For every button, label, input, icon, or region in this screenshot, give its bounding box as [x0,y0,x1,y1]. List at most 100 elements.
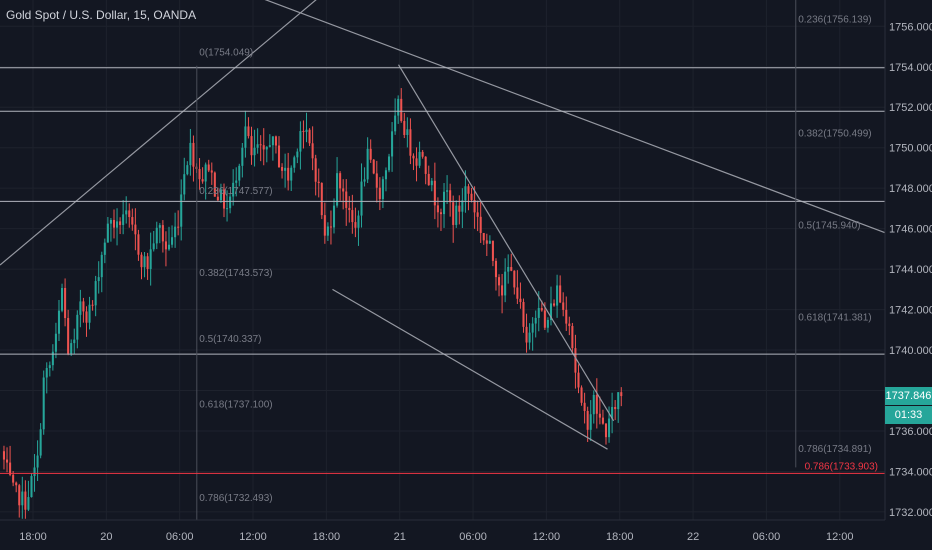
fib-labels: 0(1754.049) 0.236(1747.577) 0.382(1743.573… [199,14,871,504]
candle-body [140,254,143,268]
candle-body [204,164,207,182]
candle-body [568,323,571,327]
candle-body [229,196,232,209]
candle-body [565,309,568,324]
candle-body [326,226,329,236]
candle-body [9,462,12,475]
candle-body [476,212,479,217]
time-tick-label: 12:00 [239,531,267,543]
time-tick-label: 20 [100,531,112,543]
candle-body [177,226,180,228]
candle-body [595,394,598,414]
fib-level-label: 0.786(1732.493) [199,493,272,504]
fib-level-label: 0.382(1750.499) [798,129,871,140]
candle-body [201,179,204,182]
candle-body [152,243,155,250]
candle-body [189,142,192,166]
candle-body [336,173,339,206]
candle-body [501,285,504,296]
candle-body [443,191,446,215]
fib-level-label: 0.382(1743.573) [199,268,272,279]
candle-body [82,301,85,312]
candle-body [458,205,461,212]
price-tick-label: 1742.000 [889,305,932,317]
candle-body [482,232,485,241]
candle-body [464,186,467,201]
time-axis[interactable]: 18:00 20 06:00 12:00 18:00 21 06:00 12:00 18:00 2… [19,531,853,543]
candle-body [281,167,284,171]
time-tick-label: 18:00 [606,531,634,543]
candle-body [268,145,271,147]
candle-body [232,182,235,197]
fib-level-label: 0(1754.049) [199,48,253,59]
candle-body [549,303,553,320]
time-tick-label: 06:00 [459,531,487,543]
candle-body [397,98,400,116]
candle-body [24,491,27,510]
candle-body [601,417,604,424]
candle-body [360,181,363,216]
candle-body [213,172,216,197]
candle-body [91,304,94,306]
time-tick-label: 12:00 [533,531,561,543]
candle-body [12,474,15,483]
trend-line [0,0,317,266]
candle-body [45,368,48,378]
candle-body [308,129,311,144]
candle-body [48,365,51,369]
candle-body [125,210,128,215]
candles[interactable] [2,88,623,519]
candle-body [418,151,421,166]
candle-body [119,221,122,225]
candle-body [369,148,372,160]
candle-body [54,333,57,352]
candle-body [534,317,537,324]
candle-body [592,394,595,415]
candle-body [137,234,140,255]
candle-body [540,308,543,311]
candle-body [97,277,100,282]
price-tick-label: 1752.000 [889,102,932,114]
candle-body [467,186,470,194]
candle-body [604,423,608,438]
candle-body [345,191,348,208]
candle-body [116,221,119,228]
candle-body [146,256,149,269]
candle-body [406,129,409,135]
price-tick-label: 1734.000 [889,466,932,478]
candle-body [528,332,531,343]
bar-countdown-tag: 01:33 [885,406,932,424]
time-axis-panel[interactable] [0,520,885,550]
fib-red-label: 0.786(1733.903) [805,461,878,472]
candle-body [94,281,97,306]
candle-body [574,348,577,373]
candle-body [504,271,507,296]
price-tick-label: 1736.000 [889,426,932,438]
candle-body [106,223,109,243]
candle-body [586,410,589,430]
candle-body [27,497,30,510]
candle-body [537,308,540,318]
candle-body [296,151,299,158]
candle-body [21,491,24,506]
price-tick-label: 1754.000 [889,62,932,74]
candle-body [277,145,281,168]
candle-body [332,205,336,228]
candle-body [226,208,229,210]
price-tick-label: 1750.000 [889,143,932,155]
candle-body [305,129,308,132]
candle-body [103,242,106,255]
drawing-tools[interactable]: 0.786(1733.903) [0,0,886,520]
trend-line [397,64,615,422]
price-axis-panel[interactable] [885,0,932,520]
candle-body [498,277,501,286]
candle-body [2,451,6,460]
candle-body [158,225,161,228]
candle-body [611,406,614,419]
candle-body [192,142,195,167]
candle-body [400,98,403,121]
candle-body [244,126,247,148]
candle-body [394,115,397,132]
candle-body [36,455,39,468]
